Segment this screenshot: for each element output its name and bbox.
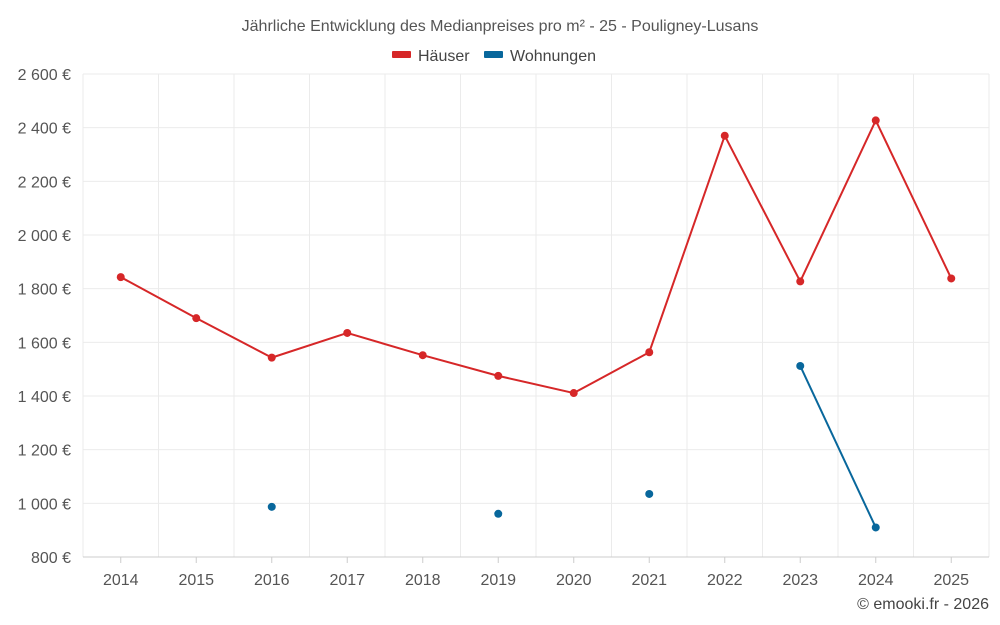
data-point-haeuser[interactable] — [947, 274, 956, 283]
series-line-haeuser — [120, 119, 953, 395]
y-tick-label: 1 200 € — [18, 443, 71, 460]
legend-item-haeuser[interactable]: Häuser — [392, 48, 470, 65]
data-point-wohnungen[interactable] — [267, 502, 276, 511]
y-tick-label: 2 000 € — [18, 228, 71, 245]
legend-item-wohnungen[interactable]: Wohnungen — [484, 48, 596, 65]
x-tick-label: 2017 — [329, 572, 365, 589]
data-point-wohnungen[interactable] — [494, 509, 503, 518]
data-point-haeuser[interactable] — [720, 131, 729, 140]
gridlines — [82, 73, 990, 557]
y-tick-label: 800 € — [31, 550, 71, 567]
data-point-haeuser[interactable] — [569, 389, 578, 398]
series-line-wohnungen — [799, 365, 877, 528]
series-wohnungen — [267, 361, 880, 532]
y-tick-label: 2 600 € — [18, 67, 71, 84]
y-tick-label: 1 400 € — [18, 389, 71, 406]
data-point-haeuser[interactable] — [267, 353, 276, 362]
plot-area — [116, 116, 956, 532]
x-tick-label: 2023 — [782, 572, 818, 589]
data-point-haeuser[interactable] — [343, 328, 352, 337]
legend: Häuser Wohnungen — [392, 48, 596, 65]
data-point-haeuser[interactable] — [418, 351, 427, 360]
data-point-wohnungen[interactable] — [871, 523, 880, 532]
data-point-haeuser[interactable] — [796, 277, 805, 286]
data-point-haeuser[interactable] — [494, 371, 503, 380]
y-tick-label: 1 800 € — [18, 282, 71, 299]
y-tick-label: 1 000 € — [18, 496, 71, 513]
series-haeuser — [116, 116, 956, 398]
legend-swatch-wohnungen — [484, 51, 503, 58]
y-axis: 800 € 1 000 € 1 200 € 1 400 € 1 600 € 1 800 €… — [18, 67, 71, 567]
data-point-haeuser[interactable] — [871, 116, 880, 125]
y-tick-label: 1 600 € — [18, 335, 71, 352]
x-tick-label: 2019 — [480, 572, 516, 589]
x-tick-label: 2020 — [556, 572, 592, 589]
legend-swatch-haeuser — [392, 51, 411, 58]
x-tick-label: 2016 — [254, 572, 290, 589]
legend-label-wohnungen: Wohnungen — [510, 48, 596, 65]
credit-text: © emooki.fr - 2026 — [857, 596, 989, 613]
data-point-haeuser[interactable] — [116, 273, 125, 282]
y-tick-label: 2 200 € — [18, 174, 71, 191]
chart-title: Jährliche Entwicklung des Medianpreises … — [242, 18, 759, 35]
x-tick-label: 2024 — [858, 572, 894, 589]
data-point-haeuser[interactable] — [645, 348, 654, 357]
x-tick-label: 2022 — [707, 572, 743, 589]
data-point-wohnungen[interactable] — [645, 489, 654, 498]
data-point-haeuser[interactable] — [192, 314, 201, 323]
x-tick-label: 2021 — [631, 572, 667, 589]
x-axis: 2014 2015 2016 2017 2018 2019 2020 2021 2022 2023… — [83, 556, 989, 589]
x-tick-label: 2025 — [933, 572, 969, 589]
y-tick-label: 2 400 € — [18, 121, 71, 138]
legend-label-haeuser: Häuser — [418, 48, 470, 65]
data-point-wohnungen[interactable] — [796, 361, 805, 370]
x-tick-label: 2018 — [405, 572, 441, 589]
x-tick-label: 2014 — [103, 572, 139, 589]
x-tick-label: 2015 — [178, 572, 214, 589]
